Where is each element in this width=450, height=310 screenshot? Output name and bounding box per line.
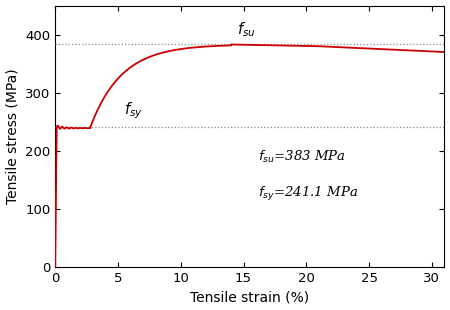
X-axis label: Tensile strain (%): Tensile strain (%) [190,290,310,304]
Text: $f_{su}$: $f_{su}$ [237,20,256,39]
Text: $f_{su}$=383 MPa: $f_{su}$=383 MPa [257,149,345,165]
Y-axis label: Tensile stress (MPa): Tensile stress (MPa) [5,69,19,204]
Text: $f_{sy}$: $f_{sy}$ [124,100,143,121]
Text: $f_{sy}$=241.1 MPa: $f_{sy}$=241.1 MPa [257,185,358,203]
